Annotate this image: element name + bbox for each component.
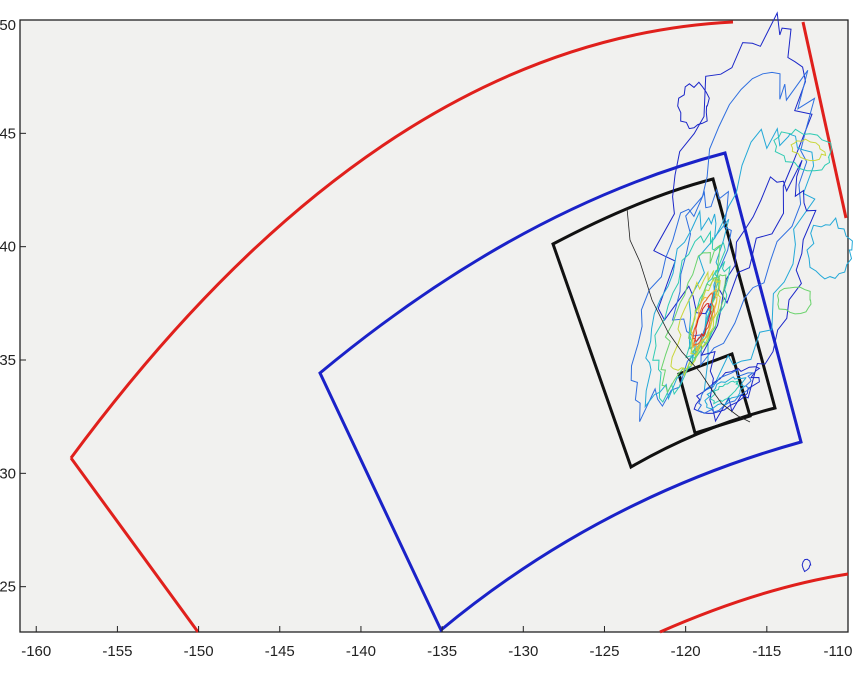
x-tick-label: -145	[265, 643, 295, 660]
contour-line	[709, 380, 740, 405]
contour-line	[694, 302, 712, 342]
x-tick-label: -115	[752, 643, 781, 660]
x-tick-label: -155	[102, 643, 132, 660]
outer-domain-left-side	[69, 457, 200, 633]
contour-line	[660, 244, 721, 394]
x-tick-label: -130	[508, 643, 538, 660]
contour-line	[773, 128, 833, 172]
x-tick-label: -150	[184, 643, 214, 660]
contour-line	[801, 558, 812, 573]
contour-line	[693, 366, 761, 414]
y-tick-label: 45	[0, 125, 16, 142]
contour-line	[630, 187, 732, 422]
x-tick-label: -120	[671, 643, 701, 660]
x-tick-label: -160	[21, 643, 51, 660]
y-tick-label: 40	[0, 239, 16, 256]
y-tick-label: 35	[0, 352, 16, 369]
contour-line	[688, 274, 727, 361]
x-tick-label: -135	[427, 643, 457, 660]
coastline	[626, 207, 751, 423]
contour-line	[777, 286, 812, 315]
contour-line	[806, 217, 853, 280]
contour-line	[644, 209, 730, 409]
terrain-contours	[626, 11, 853, 573]
contour-line	[690, 279, 721, 357]
contour-line	[685, 261, 731, 359]
contour-line	[691, 288, 718, 352]
third-domain-boundary	[551, 177, 777, 470]
contour-line	[700, 159, 817, 423]
y-tick-label: 30	[0, 465, 16, 482]
contour-line	[677, 81, 710, 130]
second-domain-boundary	[318, 151, 803, 633]
y-axis-ticks: 25 30 35 40 45 50	[0, 17, 26, 596]
contour-line	[704, 376, 747, 410]
contour-line	[688, 127, 816, 392]
contour-line	[697, 369, 755, 414]
x-axis-ticks: -160 -155 -150 -145 -140 -135 -130 -125 -120 -115…	[21, 626, 852, 660]
contour-line	[653, 11, 813, 321]
inner-domain-boundary	[677, 352, 752, 435]
contour-line	[692, 293, 715, 347]
x-tick-label: -125	[589, 643, 619, 660]
outer-domain-top-arc	[69, 20, 734, 459]
x-tick-label: -140	[346, 643, 376, 660]
contour-line	[790, 138, 827, 162]
outer-domain-bottom-arc	[659, 572, 849, 634]
y-tick-label: 50	[0, 17, 16, 34]
y-tick-label: 25	[0, 579, 16, 596]
domain-boundaries	[69, 20, 849, 634]
x-tick-label: -110	[824, 643, 853, 660]
outer-domain-right-side	[801, 21, 848, 219]
